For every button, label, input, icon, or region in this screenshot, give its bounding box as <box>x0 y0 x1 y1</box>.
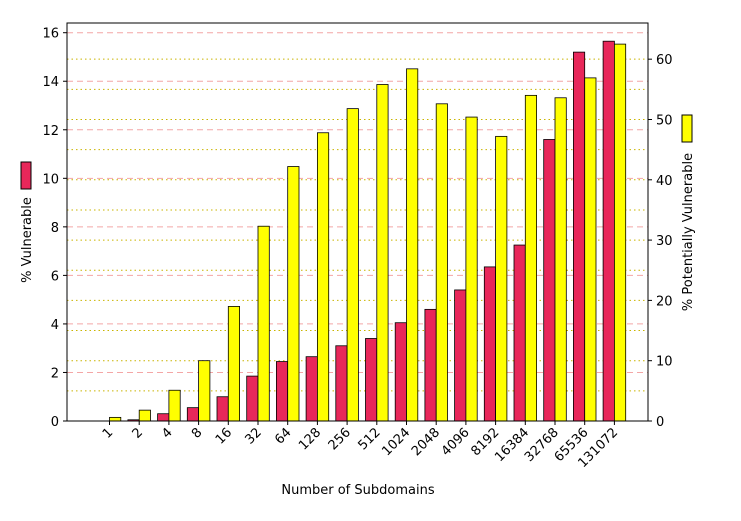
left-tick-label: 16 <box>42 27 59 42</box>
right-tick-label: 60 <box>656 53 673 68</box>
right-tick-label: 30 <box>656 234 673 249</box>
plot-frame <box>66 22 649 422</box>
bar-vulnerable <box>216 396 229 422</box>
bar-vulnerable <box>573 51 586 422</box>
x-tick-label: 1024 <box>379 425 413 459</box>
potentially-vulnerable-legend-swatch <box>681 114 693 143</box>
bar-vulnerable <box>394 322 407 422</box>
bar-potentially-vulnerable <box>227 306 241 422</box>
right-tick-label: 50 <box>656 113 673 128</box>
bar-vulnerable <box>275 361 289 422</box>
bar-potentially-vulnerable <box>316 132 330 422</box>
x-tick-label: 256 <box>326 425 354 453</box>
x-tick-label: 16 <box>213 425 235 447</box>
bar-vulnerable <box>454 289 467 422</box>
bar-vulnerable <box>335 345 348 422</box>
bar-vulnerable <box>365 338 378 422</box>
bar-potentially-vulnerable <box>138 409 151 422</box>
x-tick-label: 8 <box>189 425 205 441</box>
bar-potentially-vulnerable <box>584 77 597 422</box>
bar-potentially-vulnerable <box>346 108 359 422</box>
left-axis-ticks: 0 2 4 6 8 10 12 14 16 <box>42 27 67 430</box>
bar-potentially-vulnerable <box>168 389 181 422</box>
bar-vulnerable <box>424 308 437 422</box>
bar-potentially-vulnerable <box>495 135 508 422</box>
x-tick-label: 1 <box>100 425 116 441</box>
bar-vulnerable <box>483 266 496 422</box>
x-tick-label: 32 <box>243 425 265 447</box>
left-tick-label: 2 <box>51 366 59 381</box>
left-tick-label: 14 <box>42 75 59 90</box>
bar-vulnerable <box>246 375 259 422</box>
bar-potentially-vulnerable <box>524 94 537 422</box>
x-tick-label: 4 <box>159 425 175 441</box>
right-tick-label: 40 <box>656 174 673 189</box>
x-tick-label: 4096 <box>439 425 473 459</box>
bar-potentially-vulnerable <box>554 97 567 422</box>
bar-potentially-vulnerable <box>376 84 389 422</box>
x-axis-label: Number of Subdomains <box>281 483 434 498</box>
left-tick-label: 12 <box>42 124 59 139</box>
right-tick-label: 10 <box>656 355 673 370</box>
bar-potentially-vulnerable <box>287 166 300 422</box>
right-tick-label: 20 <box>656 294 673 309</box>
bar-vulnerable <box>543 139 556 422</box>
left-axis-label: % Vulnerable <box>20 197 35 283</box>
x-tick-label: 64 <box>272 425 294 447</box>
x-tick-label: 2 <box>130 425 146 441</box>
bar-vulnerable <box>602 40 615 422</box>
left-tick-label: 10 <box>42 172 59 187</box>
bar-vulnerable <box>305 356 318 422</box>
right-tick-label: 0 <box>656 415 664 430</box>
bar-potentially-vulnerable <box>257 225 270 422</box>
bar-vulnerable <box>513 244 526 422</box>
right-axis-ticks: 0 10 20 30 40 50 60 <box>648 53 673 430</box>
left-tick-label: 0 <box>51 415 59 430</box>
bar-potentially-vulnerable <box>614 43 627 422</box>
x-tick-label: 128 <box>296 425 324 453</box>
bar-potentially-vulnerable <box>465 116 478 422</box>
bar-potentially-vulnerable <box>435 103 448 422</box>
bar-potentially-vulnerable <box>109 416 122 422</box>
left-tick-label: 6 <box>51 269 59 284</box>
bars <box>109 40 627 422</box>
vulnerable-legend-swatch <box>20 161 32 190</box>
left-tick-label: 8 <box>51 221 59 236</box>
x-tick-label: 2048 <box>409 425 443 459</box>
right-axis-label: % Potentially Vulnerable <box>681 153 696 311</box>
bar-potentially-vulnerable <box>198 360 211 422</box>
left-tick-label: 4 <box>51 318 59 333</box>
x-axis-ticks: 1 2 4 8 16 32 64 128 256 512102420484096819216384… <box>100 421 621 471</box>
bar-vulnerable <box>186 407 200 422</box>
bar-vulnerable <box>157 413 170 422</box>
bar-potentially-vulnerable <box>406 68 419 422</box>
